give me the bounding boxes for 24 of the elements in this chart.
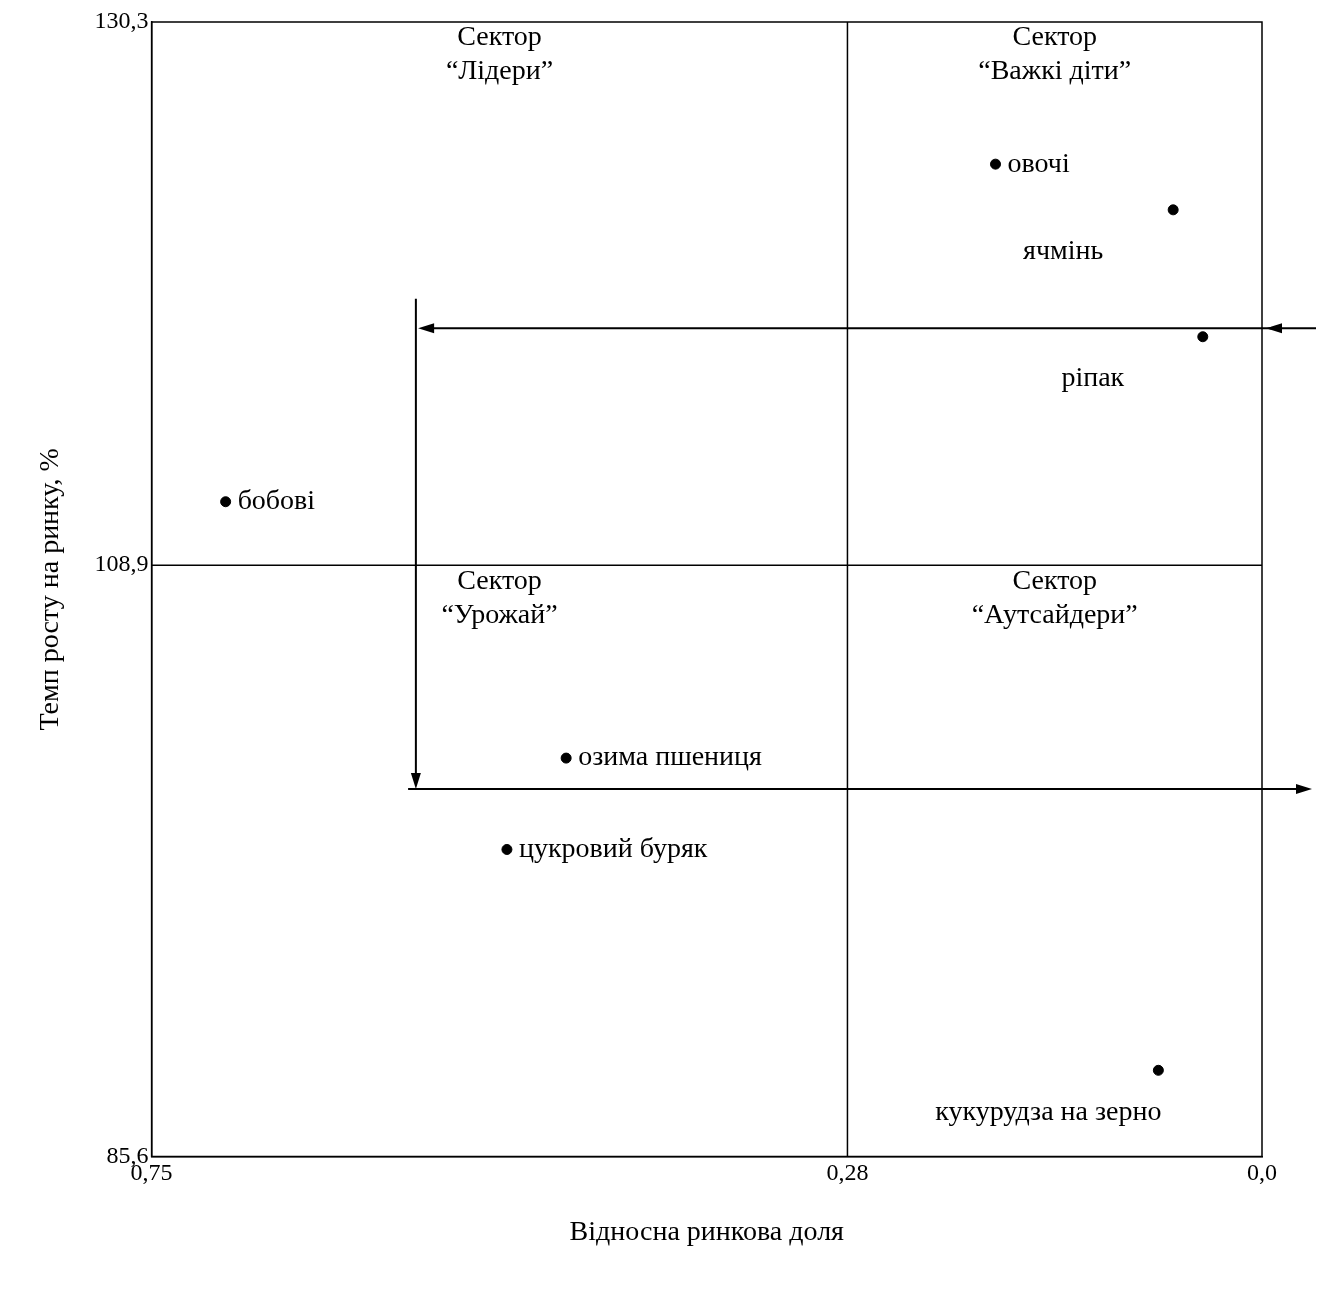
y-axis-title: Темп росту на ринку, % (33, 448, 65, 731)
x-tick-label: 0,0 (1247, 1159, 1277, 1186)
series-label: озима пшениця (578, 740, 763, 772)
series-label: овочі (1007, 146, 1070, 178)
annotation: Сектор “Важкі діти” (978, 20, 1132, 86)
y-tick-label: 130,3 (94, 7, 149, 34)
point (990, 158, 1001, 170)
series-label: бобові (237, 484, 316, 516)
point (1167, 204, 1179, 216)
annotation: Сектор “Аутсайдери” (971, 563, 1138, 629)
x-tick-label: 0,28 (826, 1159, 869, 1186)
y-tick-label: 108,9 (94, 550, 149, 577)
point (220, 496, 232, 508)
text: ячмінь (1023, 234, 1104, 266)
annotation: Сектор “Урожай” (441, 563, 558, 629)
text: ріпак (1061, 361, 1125, 393)
point (1197, 331, 1209, 343)
point (1152, 1064, 1164, 1076)
series-label: цукровий буряк (518, 831, 708, 863)
annotation: Сектор “Лідери” (445, 20, 554, 86)
series-label: кукурудза на зерно (935, 1094, 1162, 1126)
x-axis-title: Відносна ринкова доля (569, 1214, 845, 1246)
point (501, 843, 513, 855)
point (560, 752, 572, 764)
